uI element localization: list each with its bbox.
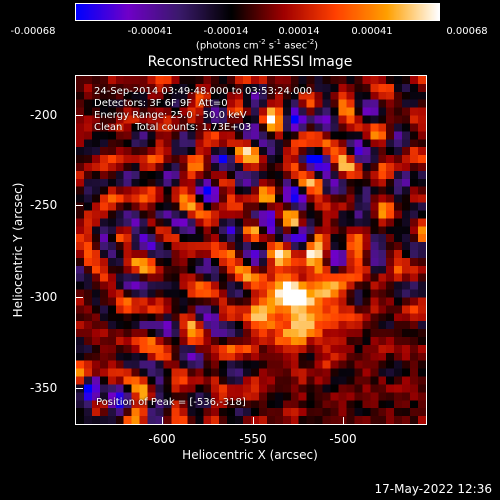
x-tickmark: [253, 417, 254, 425]
colorbar: [75, 3, 440, 21]
y-tick-label: -200: [30, 108, 58, 122]
colorbar-tick: -0.00041: [127, 26, 173, 37]
colorbar-tick: 0.00068: [446, 26, 488, 37]
rhessi-image: [76, 76, 426, 424]
plot-title: Reconstructed RHESSI Image: [147, 54, 353, 70]
x-tick-label: -600: [148, 432, 176, 446]
colorbar-gradient: [76, 4, 439, 20]
colorbar-tick: 0.00041: [351, 26, 393, 37]
y-tickmark: [75, 388, 83, 389]
peak-position: Position of Peak = [-536,-318]: [96, 397, 246, 408]
y-tick-label: -250: [30, 198, 58, 212]
info-detectors: Detectors: 3F 6F 9F Att=0: [94, 98, 228, 109]
x-tick-label: -500: [329, 432, 357, 446]
colorbar-tick: -0.00068: [10, 26, 56, 37]
y-tickmark: [75, 205, 83, 206]
image-plot: 24-Sep-2014 03:49:48.000 to 03:53:24.000…: [75, 75, 427, 425]
x-tickmark: [343, 417, 344, 425]
info-time: 24-Sep-2014 03:49:48.000 to 03:53:24.000: [94, 86, 313, 97]
y-tick-label: -300: [30, 290, 58, 304]
timestamp: 17-May-2022 12:36: [374, 482, 492, 496]
colorbar-tick: 0.00014: [278, 26, 320, 37]
info-counts: Clean Total counts: 1.73E+03: [94, 122, 252, 133]
observation-info: 24-Sep-2014 03:49:48.000 to 03:53:24.000…: [94, 86, 312, 134]
y-tickmark: [75, 297, 83, 298]
y-tick-label: -350: [30, 381, 58, 395]
colorbar-tick: -0.00014: [203, 26, 249, 37]
x-tick-label: -550: [239, 432, 267, 446]
y-axis-label: Heliocentric Y (arcsec): [11, 182, 25, 318]
y-tickmark: [75, 115, 83, 116]
x-axis-label: Heliocentric X (arcsec): [182, 448, 318, 462]
x-tickmark: [162, 417, 163, 425]
info-energy: Energy Range: 25.0 - 50.0 keV: [94, 110, 247, 121]
colorbar-units: (photons cm-2 s-1 asec-2): [195, 38, 319, 52]
